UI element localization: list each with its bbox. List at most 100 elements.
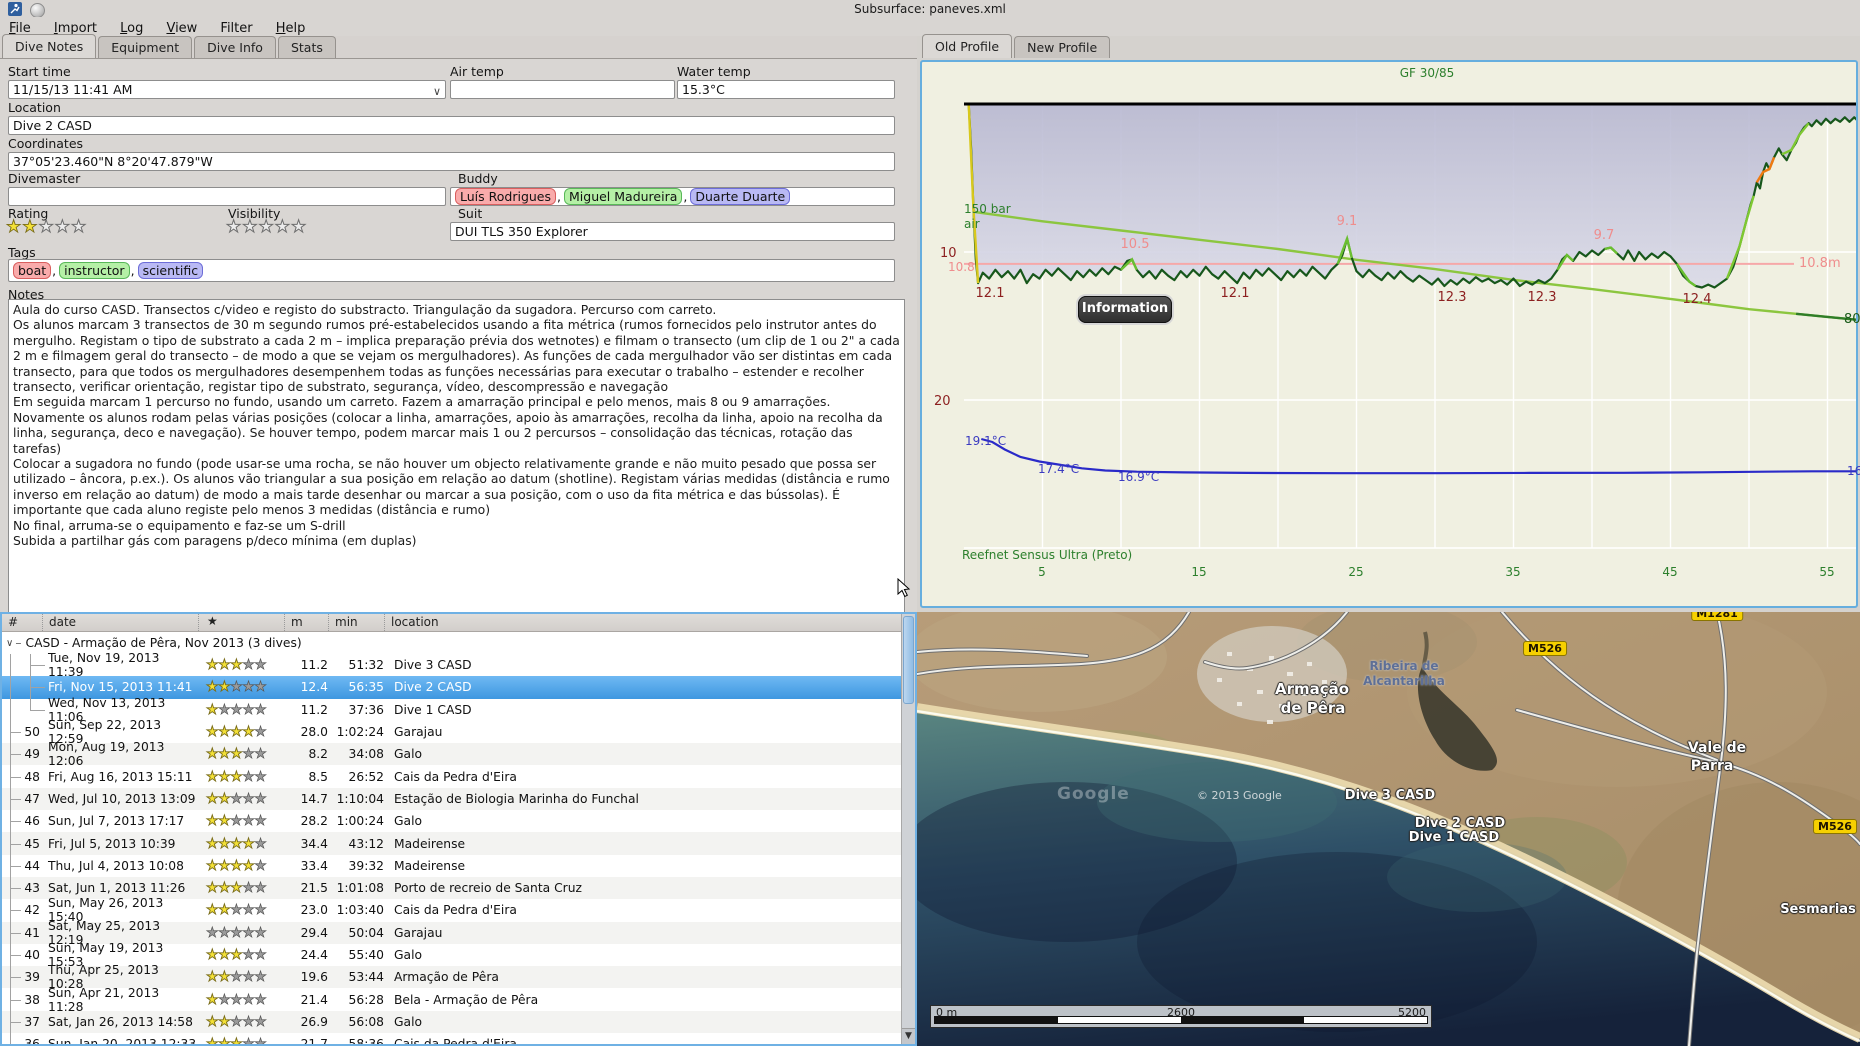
- star-empty-icon[interactable]: ★: [254, 657, 267, 674]
- star-empty-icon[interactable]: ★: [254, 768, 267, 785]
- dive-row[interactable]: 43 Sat, Jun 1, 2013 11:26 ★★★★★ 21.5 1:01:08…: [2, 876, 902, 900]
- water-temp-input[interactable]: 15.3°C: [677, 80, 895, 99]
- col-header-location[interactable]: location: [384, 614, 902, 631]
- scrollbar-down-arrow-icon[interactable]: ▼: [902, 1028, 915, 1044]
- star-empty-icon[interactable]: ★: [218, 991, 231, 1008]
- star-empty-icon[interactable]: ★: [230, 813, 243, 830]
- star-empty-icon[interactable]: ★: [242, 657, 255, 674]
- star-empty-icon[interactable]: ★: [230, 924, 243, 941]
- expander-icon[interactable]: ∨: [6, 637, 14, 649]
- star-empty-icon[interactable]: ★: [54, 217, 71, 237]
- star-filled-icon[interactable]: ★: [206, 902, 219, 919]
- star-empty-icon[interactable]: ★: [254, 679, 267, 696]
- menu-view[interactable]: View: [166, 21, 198, 36]
- star-empty-icon[interactable]: ★: [242, 880, 255, 897]
- star-empty-icon[interactable]: ★: [242, 679, 255, 696]
- chevron-down-icon[interactable]: ∨: [432, 85, 441, 98]
- dive-row[interactable]: Tue, Nov 19, 2013 11:39 ★★★★★ 11.2 51:32 Div…: [2, 651, 902, 679]
- star-filled-icon[interactable]: ★: [206, 768, 219, 785]
- star-empty-icon[interactable]: ★: [254, 790, 267, 807]
- star-empty-icon[interactable]: ★: [230, 790, 243, 807]
- star-empty-icon[interactable]: ★: [254, 924, 267, 941]
- star-empty-icon[interactable]: ★: [254, 746, 267, 763]
- dive-row[interactable]: Fri, Nov 15, 2013 11:41 ★★★★★ 12.4 56:35 Div…: [2, 676, 902, 699]
- star-empty-icon[interactable]: ★: [242, 1036, 255, 1044]
- star-empty-icon[interactable]: ★: [242, 217, 259, 237]
- star-filled-icon[interactable]: ★: [230, 857, 243, 874]
- tab-dive-notes[interactable]: Dive Notes: [2, 34, 97, 58]
- star-empty-icon[interactable]: ★: [230, 969, 243, 986]
- star-filled-icon[interactable]: ★: [230, 768, 243, 785]
- star-filled-icon[interactable]: ★: [218, 657, 231, 674]
- dive-list-scrollbar[interactable]: ▼: [901, 614, 915, 1044]
- star-filled-icon[interactable]: ★: [22, 217, 39, 237]
- dive-row[interactable]: 41 Sat, May 25, 2013 12:19 ★★★★★ 29.4 50:04 G…: [2, 919, 902, 947]
- star-empty-icon[interactable]: ★: [242, 902, 255, 919]
- star-filled-icon[interactable]: ★: [218, 880, 231, 897]
- star-filled-icon[interactable]: ★: [206, 813, 219, 830]
- star-empty-icon[interactable]: ★: [242, 991, 255, 1008]
- divemaster-input[interactable]: [8, 187, 446, 206]
- star-empty-icon[interactable]: ★: [70, 217, 88, 237]
- star-filled-icon[interactable]: ★: [206, 746, 219, 763]
- tag-pill[interactable]: scientific: [137, 262, 204, 279]
- star-filled-icon[interactable]: ★: [230, 1036, 243, 1044]
- star-empty-icon[interactable]: ★: [230, 1013, 243, 1030]
- dive-row[interactable]: 40 Sun, May 19, 2013 15:53 ★★★★★ 24.4 55:40 G…: [2, 941, 902, 969]
- star-filled-icon[interactable]: ★: [206, 1036, 219, 1044]
- star-filled-icon[interactable]: ★: [206, 991, 219, 1008]
- dive-row[interactable]: 48 Fri, Aug 16, 2013 15:11 ★★★★★ 8.5 26:52 Ca…: [2, 765, 902, 788]
- star-filled-icon[interactable]: ★: [206, 724, 219, 741]
- star-empty-icon[interactable]: ★: [254, 902, 267, 919]
- star-empty-icon[interactable]: ★: [254, 991, 267, 1008]
- star-empty-icon[interactable]: ★: [254, 880, 267, 897]
- tag-pill[interactable]: boat: [13, 262, 52, 279]
- star-empty-icon[interactable]: ★: [230, 991, 243, 1008]
- star-filled-icon[interactable]: ★: [242, 857, 255, 874]
- star-empty-icon[interactable]: ★: [254, 724, 267, 741]
- dive-row[interactable]: 47 Wed, Jul 10, 2013 13:09 ★★★★★ 14.7 1:10:0…: [2, 787, 902, 811]
- dive-row[interactable]: 45 Fri, Jul 5, 2013 10:39 ★★★★★ 34.4 43:12 Ma…: [2, 832, 902, 855]
- tab-equipment[interactable]: Equipment: [98, 36, 193, 58]
- star-filled-icon[interactable]: ★: [206, 835, 219, 852]
- star-empty-icon[interactable]: ★: [254, 835, 267, 852]
- star-empty-icon[interactable]: ★: [254, 1013, 267, 1030]
- visibility-stars[interactable]: ★★★★★: [225, 217, 307, 237]
- star-empty-icon[interactable]: ★: [218, 701, 231, 718]
- star-filled-icon[interactable]: ★: [230, 746, 243, 763]
- star-empty-icon[interactable]: ★: [242, 813, 255, 830]
- star-empty-icon[interactable]: ★: [242, 947, 255, 963]
- menu-file[interactable]: File: [9, 21, 31, 36]
- star-filled-icon[interactable]: ★: [206, 880, 219, 897]
- col-header-duration[interactable]: min: [328, 614, 384, 631]
- star-filled-icon[interactable]: ★: [218, 857, 231, 874]
- star-empty-icon[interactable]: ★: [274, 217, 291, 237]
- star-filled-icon[interactable]: ★: [206, 679, 219, 696]
- information-button[interactable]: Information: [1078, 296, 1172, 323]
- star-filled-icon[interactable]: ★: [230, 724, 243, 741]
- star-filled-icon[interactable]: ★: [218, 1036, 231, 1044]
- star-empty-icon[interactable]: ★: [254, 947, 267, 963]
- buddy-input[interactable]: Luís Rodrigues, Miguel Madureira, Duarte D…: [450, 187, 895, 206]
- trip-group-row[interactable]: ∨ – CASD - Armação de Pêra, Nov 2013 (3 …: [2, 632, 902, 654]
- tab-stats[interactable]: Stats: [277, 36, 336, 58]
- start-time-input[interactable]: 11/15/13 11:41 AM ∨: [8, 80, 446, 99]
- star-filled-icon[interactable]: ★: [218, 835, 231, 852]
- dive-row[interactable]: 37 Sat, Jan 26, 2013 14:58 ★★★★★ 26.9 56:08 G…: [2, 1010, 902, 1034]
- dive-row[interactable]: 46 Sun, Jul 7, 2013 17:17 ★★★★★ 28.2 1:00:24…: [2, 810, 902, 833]
- col-header-depth[interactable]: m: [284, 614, 328, 631]
- star-empty-icon[interactable]: ★: [242, 701, 255, 718]
- dive-row[interactable]: 44 Thu, Jul 4, 2013 10:08 ★★★★★ 33.4 39:32 Ma…: [2, 854, 902, 877]
- star-filled-icon[interactable]: ★: [242, 835, 255, 852]
- dive-row[interactable]: 50 Sun, Sep 22, 2013 12:59 ★★★★★ 28.0 1:02:2…: [2, 718, 902, 746]
- tag-pill[interactable]: instructor: [59, 262, 130, 279]
- star-filled-icon[interactable]: ★: [218, 1013, 231, 1030]
- star-filled-icon[interactable]: ★: [218, 790, 231, 807]
- star-empty-icon[interactable]: ★: [225, 217, 243, 237]
- rating-stars[interactable]: ★★★★★: [6, 217, 88, 237]
- buddy-pill[interactable]: Duarte Duarte: [690, 188, 791, 205]
- star-empty-icon[interactable]: ★: [242, 969, 255, 986]
- dive-row[interactable]: 39 Thu, Apr 25, 2013 10:28 ★★★★★ 19.6 53:44 A…: [2, 963, 902, 991]
- star-empty-icon[interactable]: ★: [254, 857, 267, 874]
- dive-profile-panel[interactable]: GF 30/85 150 bar air 10 20 10.8 10.5 9.1…: [920, 60, 1860, 608]
